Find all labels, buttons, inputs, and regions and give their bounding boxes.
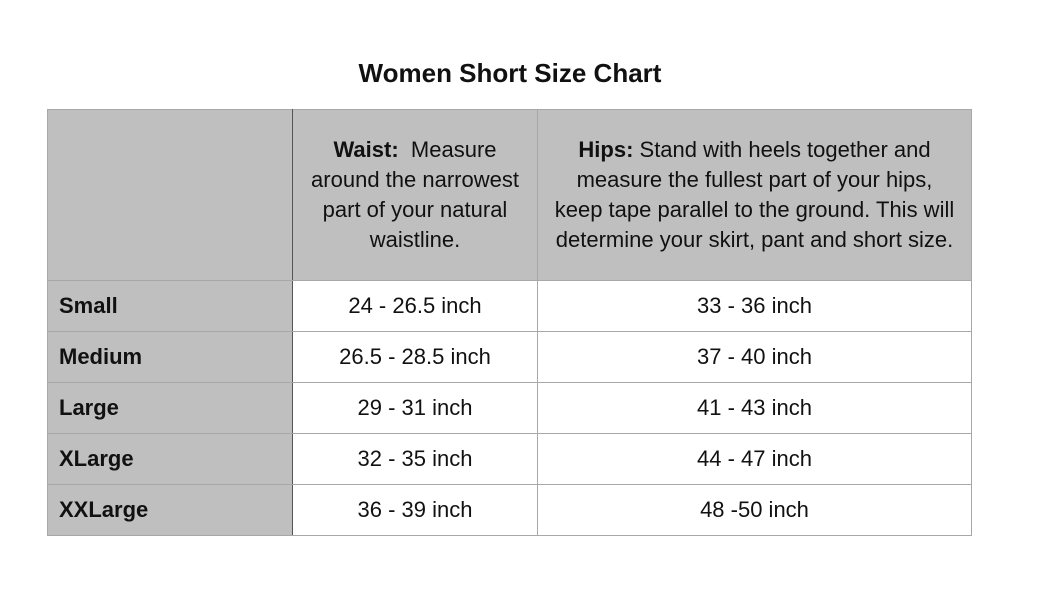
hips-cell: 37 - 40 inch xyxy=(537,331,972,383)
size-cell: XLarge xyxy=(47,433,293,485)
table-row: XXLarge 36 - 39 inch 48 -50 inch xyxy=(47,484,972,536)
waist-cell: 26.5 - 28.5 inch xyxy=(292,331,538,383)
table-row: Small 24 - 26.5 inch 33 - 36 inch xyxy=(47,280,972,332)
waist-cell: 24 - 26.5 inch xyxy=(292,280,538,332)
hips-cell: 48 -50 inch xyxy=(537,484,972,536)
size-cell: Large xyxy=(47,382,293,434)
size-chart-table: Waist: Measure around the narrowest part… xyxy=(47,109,972,536)
waist-description: Measure around the narrowest part of you… xyxy=(311,137,519,252)
table-row: Large 29 - 31 inch 41 - 43 inch xyxy=(47,382,972,434)
waist-cell: 32 - 35 inch xyxy=(292,433,538,485)
hips-cell: 41 - 43 inch xyxy=(537,382,972,434)
size-cell: Small xyxy=(47,280,293,332)
hips-cell: 33 - 36 inch xyxy=(537,280,972,332)
header-hips-cell: Hips: Stand with heels together and meas… xyxy=(537,109,972,281)
size-cell: Medium xyxy=(47,331,293,383)
size-cell: XXLarge xyxy=(47,484,293,536)
header-row: Waist: Measure around the narrowest part… xyxy=(47,109,972,281)
header-waist-cell: Waist: Measure around the narrowest part… xyxy=(292,109,538,281)
table-row: XLarge 32 - 35 inch 44 - 47 inch xyxy=(47,433,972,485)
page-title: Women Short Size Chart xyxy=(358,58,662,88)
hips-description: Stand with heels together and measure th… xyxy=(554,137,955,252)
table-row: Medium 26.5 - 28.5 inch 37 - 40 inch xyxy=(47,331,972,383)
waist-cell: 36 - 39 inch xyxy=(292,484,538,536)
waist-cell: 29 - 31 inch xyxy=(292,382,538,434)
header-blank-cell xyxy=(47,109,293,281)
hips-cell: 44 - 47 inch xyxy=(537,433,972,485)
waist-label: Waist: xyxy=(333,137,399,162)
hips-label: Hips: xyxy=(578,137,634,162)
